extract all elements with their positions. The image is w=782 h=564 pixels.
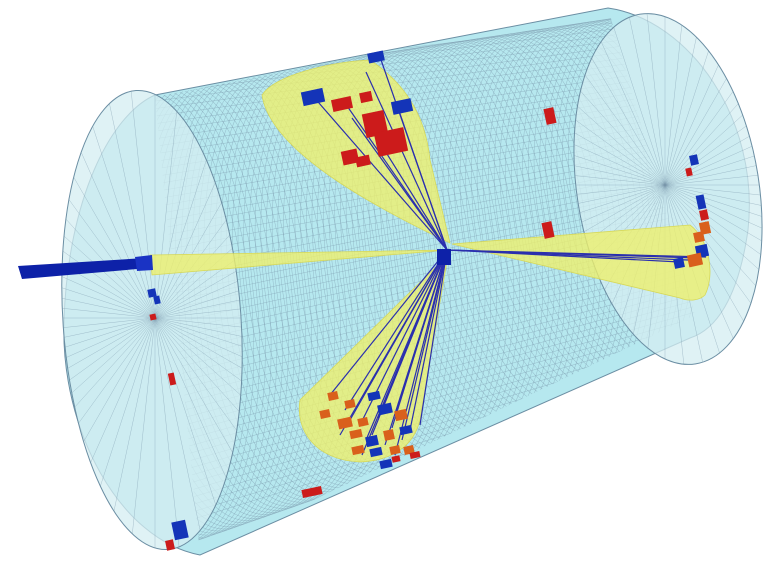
track-line — [446, 249, 707, 258]
energy-deposit — [409, 451, 421, 459]
energy-deposit — [391, 455, 401, 463]
energy-deposit — [693, 231, 705, 243]
track-line — [365, 71, 448, 251]
track-line — [351, 117, 448, 251]
energy-deposit — [357, 417, 369, 427]
energy-deposit — [319, 409, 331, 419]
energy-deposit — [147, 288, 157, 298]
track-line — [329, 249, 448, 396]
energy-deposit — [541, 221, 555, 239]
energy-deposit — [165, 539, 175, 551]
energy-deposit — [383, 429, 395, 441]
energy-deposit — [149, 313, 157, 321]
particle-tracks — [311, 56, 707, 456]
energy-deposit — [349, 428, 363, 440]
energy-deposit — [373, 127, 409, 157]
energy-deposit — [340, 148, 360, 166]
track-line — [419, 249, 448, 426]
energy-deposit — [399, 424, 413, 436]
energy-deposit — [379, 458, 393, 470]
energy-deposit — [365, 434, 379, 448]
energy-deposit — [689, 154, 699, 166]
energy-deposit — [685, 167, 693, 177]
track-line — [361, 249, 448, 456]
energy-deposit — [167, 372, 177, 386]
energy-deposit — [695, 194, 707, 210]
energy-deposit — [337, 416, 353, 430]
missing-energy-bar — [18, 255, 153, 279]
energy-deposit — [686, 252, 704, 268]
energy-deposit — [153, 295, 161, 305]
energy-deposit — [300, 87, 326, 107]
track-line — [397, 107, 448, 251]
energy-deposit — [367, 50, 385, 64]
energy-deposit — [673, 257, 685, 269]
track-line — [401, 249, 448, 441]
energy-deposit — [369, 446, 383, 458]
energy-deposit — [359, 90, 373, 104]
energy-deposit — [377, 402, 393, 416]
energy-deposit — [171, 519, 189, 541]
energy-deposit — [367, 390, 381, 402]
energy-deposit — [351, 444, 365, 456]
primary-vertex — [437, 249, 451, 265]
track-line — [409, 249, 448, 431]
track-line — [311, 94, 448, 251]
energy-deposit — [361, 109, 389, 139]
track-line — [394, 249, 448, 416]
track-line — [344, 249, 448, 411]
track-line — [339, 249, 448, 436]
energy-deposit — [301, 486, 323, 498]
energy-deposit — [543, 107, 557, 125]
energy-deposit — [390, 98, 414, 115]
calorimeter-deposits — [147, 50, 712, 551]
energy-deposit — [394, 408, 408, 422]
energy-deposit — [327, 391, 339, 401]
energy-deposit — [344, 399, 356, 409]
energy-deposit — [389, 445, 401, 455]
energy-deposit — [330, 96, 354, 112]
energy-deposit — [699, 209, 709, 221]
energy-deposit — [403, 445, 415, 455]
energy-deposit — [355, 154, 371, 168]
